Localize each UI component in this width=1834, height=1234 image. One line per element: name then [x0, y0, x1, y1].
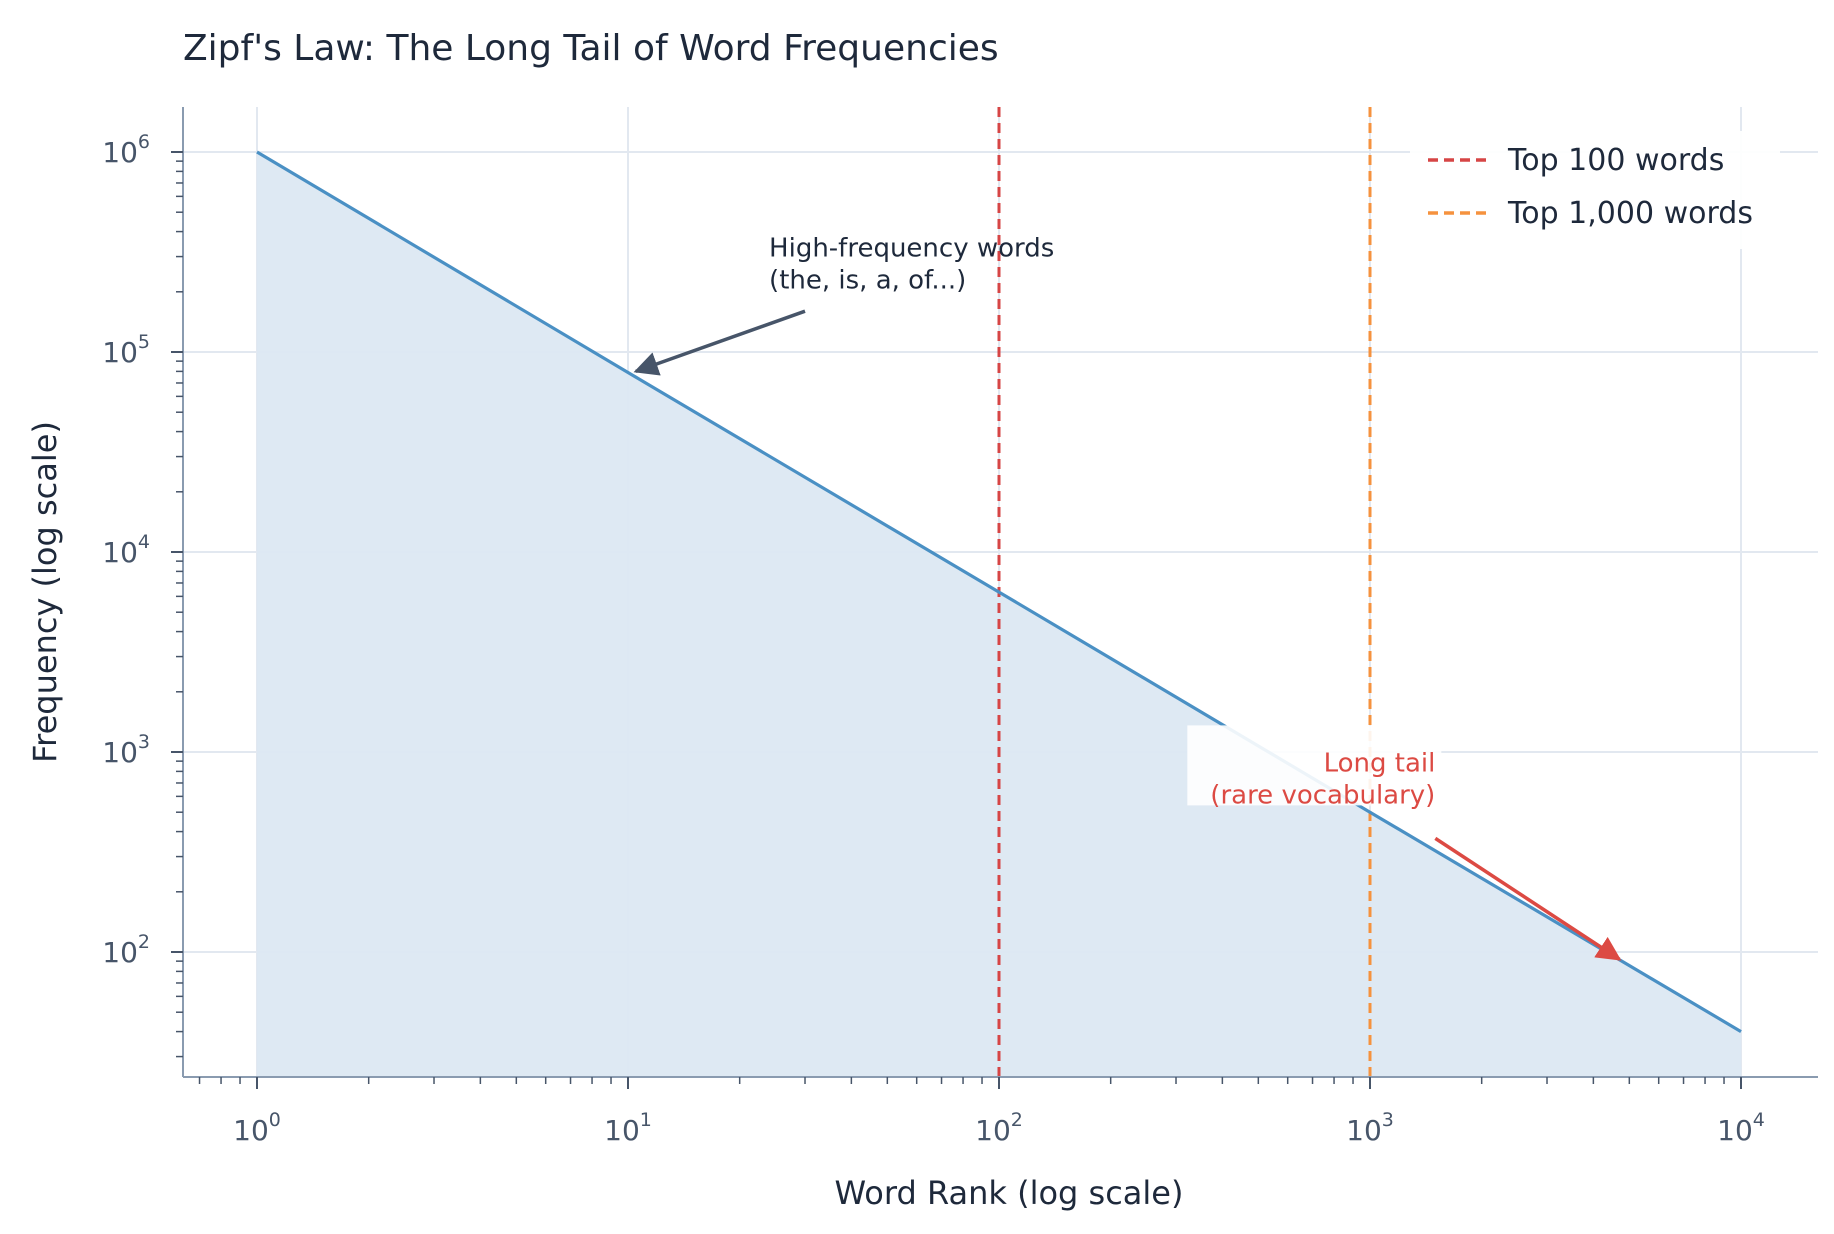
annotation-text: Long tail (rare vocabulary) — [1210, 748, 1435, 810]
y-axis-ticks: 102 103 104 105 106 — [102, 131, 183, 1058]
x-tick-label: 102 — [975, 1109, 1023, 1147]
annotations: High-frequency words (the, is, a, of...) L… — [633, 234, 1622, 961]
y-tick-label: 104 — [102, 531, 150, 569]
legend-label: Top 1,000 words — [1507, 196, 1753, 231]
legend: Top 100 words Top 1,000 words — [1410, 131, 1780, 249]
x-axis-ticks: 100 101 102 103 104 — [198, 1077, 1765, 1147]
x-tick-label: 103 — [1346, 1109, 1394, 1147]
x-axis-label: Word Rank (log scale) — [835, 1174, 1184, 1212]
series-line — [256, 150, 1742, 1033]
y-tick-label: 102 — [102, 931, 150, 969]
legend-label: Top 100 words — [1507, 143, 1724, 178]
chart-title: Zipf's Law: The Long Tail of Word Freque… — [183, 28, 999, 69]
y-tick-label: 105 — [102, 331, 150, 369]
axes — [182, 107, 1818, 1078]
x-tick-label: 101 — [604, 1109, 652, 1147]
y-tick-label: 103 — [102, 731, 150, 769]
y-tick-label: 106 — [102, 131, 150, 169]
x-tick-label: 104 — [1717, 1109, 1765, 1147]
legend-box — [1410, 131, 1780, 249]
annotation-arrow — [1434, 836, 1622, 961]
y-axis-label: Frequency (log scale) — [26, 421, 64, 763]
x-tick-label: 100 — [233, 1109, 281, 1147]
annotation-text: High-frequency words (the, is, a, of...) — [769, 234, 1054, 296]
annotation-box — [1187, 725, 1442, 806]
annotation-arrow — [633, 309, 806, 376]
